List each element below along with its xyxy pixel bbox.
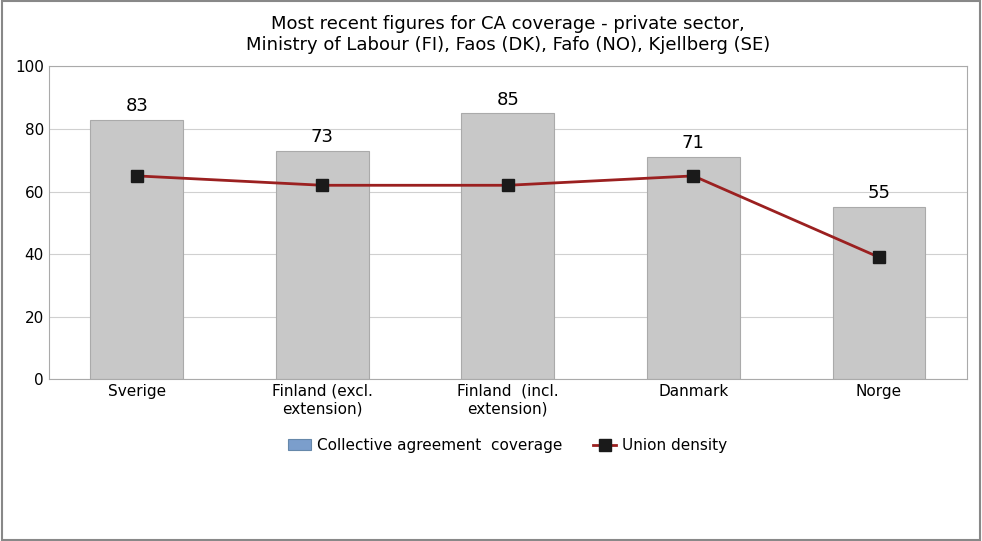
Text: 73: 73 (311, 128, 334, 146)
Text: 85: 85 (497, 91, 519, 109)
Text: 83: 83 (126, 97, 148, 115)
Bar (647, 157, 739, 379)
Bar (833, 207, 925, 379)
Bar (276, 151, 368, 379)
Legend: Collective agreement  coverage, Union density: Collective agreement coverage, Union den… (282, 432, 734, 459)
Text: 71: 71 (682, 135, 705, 153)
Bar (462, 114, 554, 379)
Bar (90, 120, 184, 379)
Title: Most recent figures for CA coverage - private sector,
Ministry of Labour (FI), F: Most recent figures for CA coverage - pr… (246, 15, 770, 54)
Text: 55: 55 (867, 184, 891, 202)
